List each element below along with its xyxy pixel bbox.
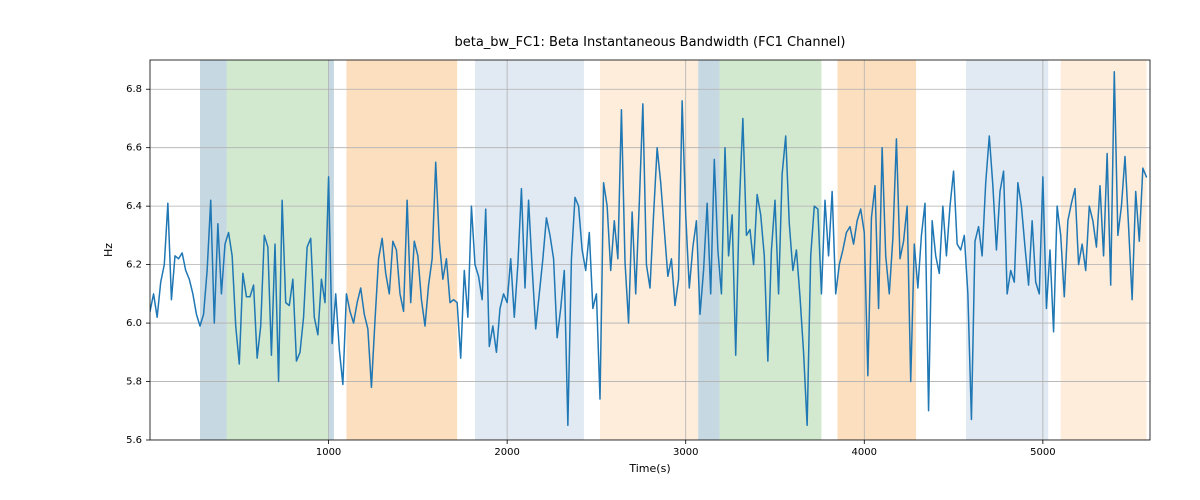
y-tick-label: 5.8 [126, 377, 142, 388]
x-axis-label: Time(s) [628, 462, 670, 475]
y-tick-label: 6.8 [126, 84, 142, 95]
y-tick-label: 6.4 [126, 201, 142, 212]
chart-title: beta_bw_FC1: Beta Instantaneous Bandwidt… [454, 35, 845, 50]
y-tick-label: 6.0 [126, 318, 142, 329]
y-tick-label: 6.6 [126, 143, 142, 154]
y-tick-label: 6.2 [126, 260, 142, 271]
x-tick-label: 4000 [852, 447, 877, 458]
x-tick-label: 1000 [316, 447, 341, 458]
line-chart: 1000 2000 3000 4000 5000 5.6 5.8 6.0 6.2 6.4 6.6 6.… [0, 0, 1200, 500]
y-axis-label: Hz [102, 243, 115, 257]
x-tick-label: 5000 [1030, 447, 1055, 458]
x-tick-label: 2000 [494, 447, 519, 458]
y-tick-label: 5.6 [126, 435, 142, 446]
chart-container: 1000 2000 3000 4000 5000 5.6 5.8 6.0 6.2 6.4 6.6 6.… [0, 0, 1200, 500]
x-tick-label: 3000 [673, 447, 698, 458]
